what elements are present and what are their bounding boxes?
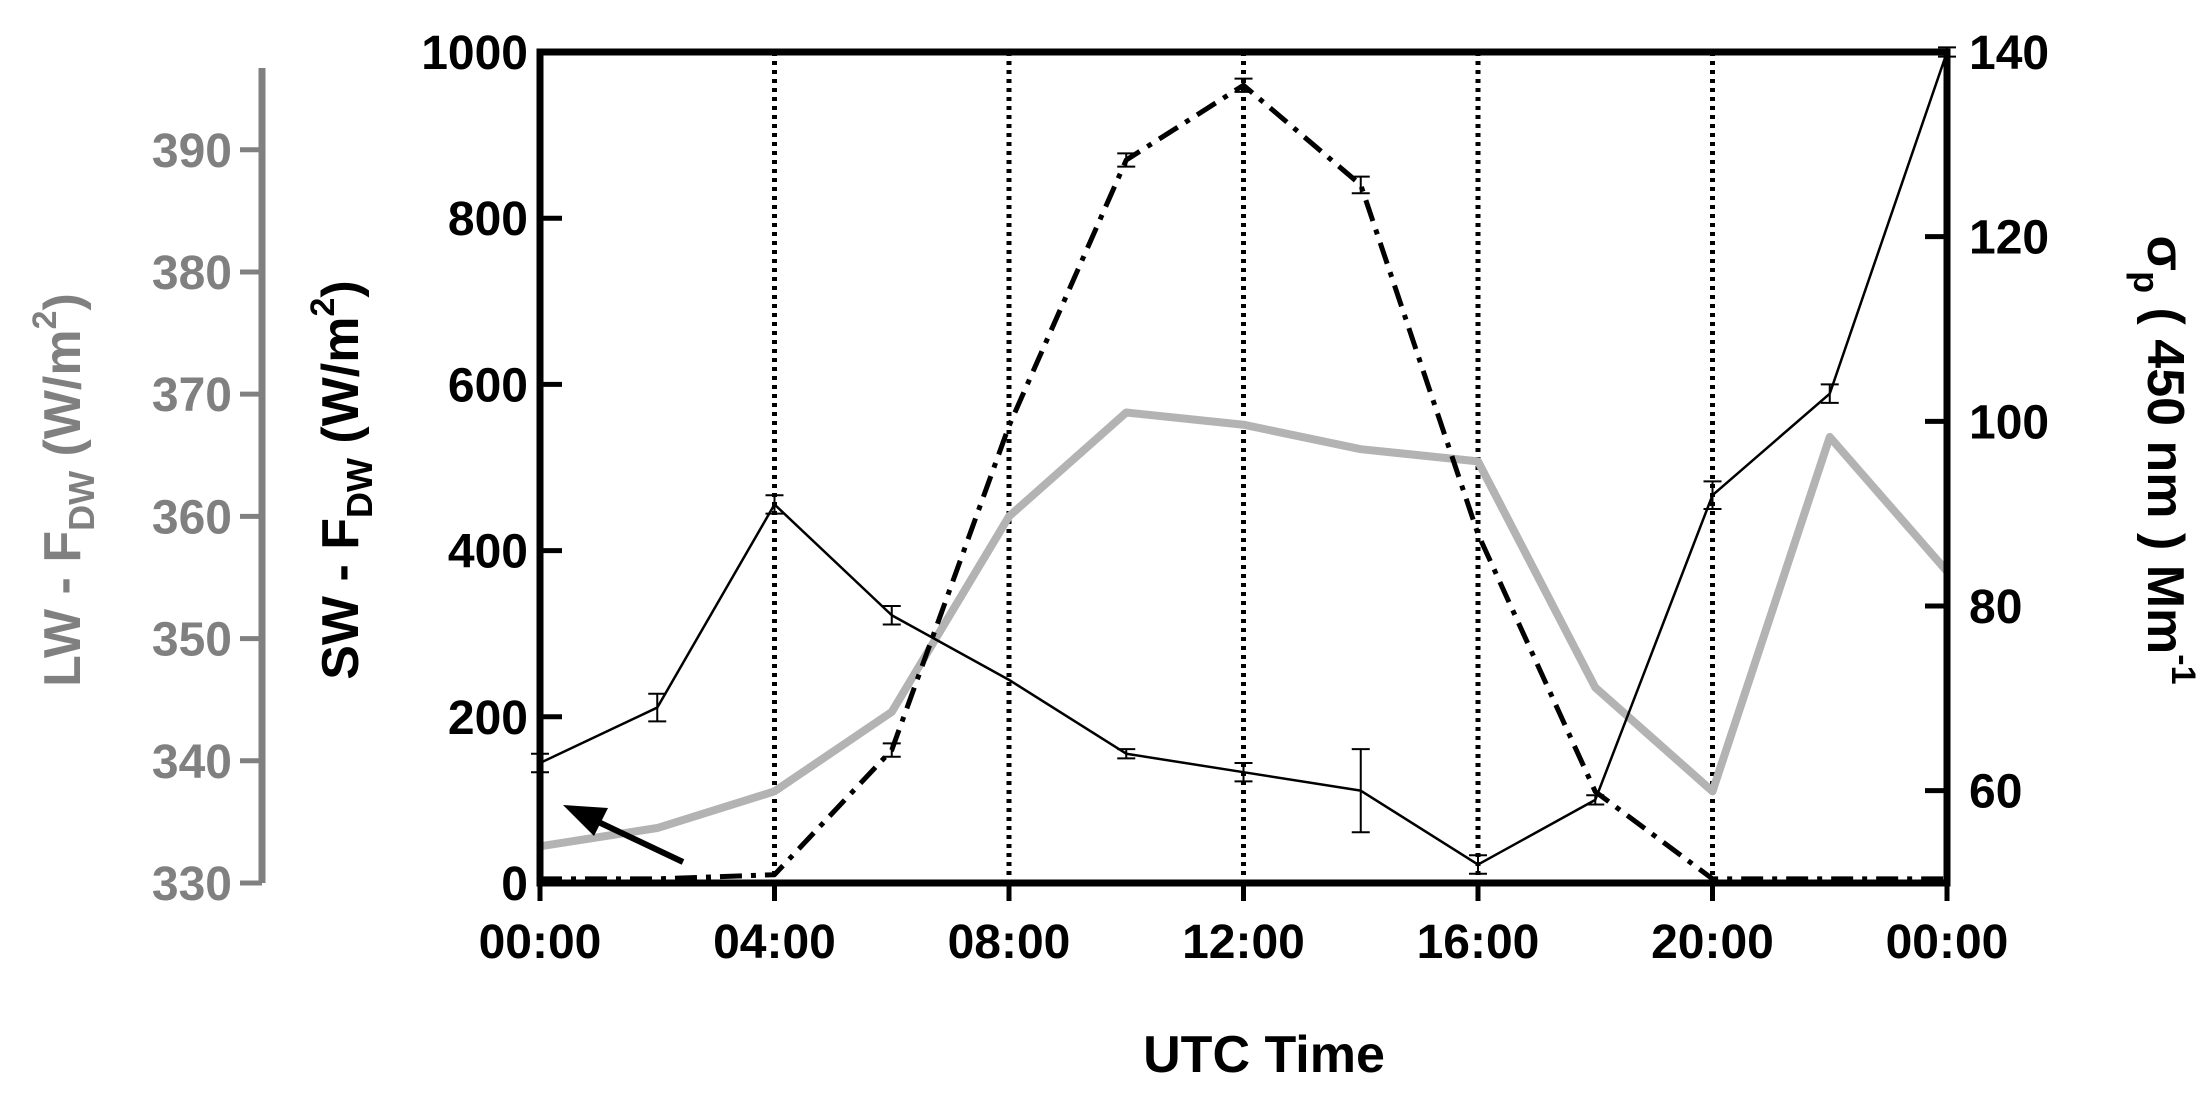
sw-tick-label: 1000 [421,27,528,80]
x-tick-label: 20:00 [1651,916,1774,969]
annotation-arrow [563,805,685,865]
x-tick-label: 16:00 [1417,916,1540,969]
lw-tick-label: 360 [152,491,232,544]
sigma-tick-label: 120 [1969,212,2049,265]
series-layer [531,46,1956,882]
sigma-axis-title: σp ( 450 nm ) Mm-1 [2126,236,2202,685]
series-sigma [531,46,1956,875]
lw-tick-label: 380 [152,247,232,300]
series-line-sw [540,82,1947,882]
vertical-gridlines [537,52,1950,883]
sw-tick-label: 800 [448,193,528,246]
lw-tick-label: 340 [152,736,232,789]
lw-tick-label: 370 [152,369,232,422]
x-tick-label: 00:00 [479,916,602,969]
sw-tick-label: 400 [448,526,528,579]
sw-tick-label: 200 [448,692,528,745]
sigma-tick-label: 80 [1969,581,2022,634]
sw-axis: 0 200 400 600 800 1000 [421,27,562,911]
series-sw [540,77,1947,882]
x-tick-label: 08:00 [948,916,1071,969]
x-axis-title: UTC Time [1143,1026,1385,1084]
x-axis: 00:00 04:00 08:00 12:00 16:00 20:00 00:00 [479,883,2009,969]
sigma-tick-label: 60 [1969,766,2022,819]
sw-axis-title: SW - FDW (W/m2) [304,280,380,680]
sw-tick-label: 600 [448,359,528,412]
sigma-axis: 60 80 100 120 140 [1925,27,2049,819]
series-lw [539,408,1951,851]
x-tick-label: 00:00 [1886,916,2009,969]
lw-tick-label: 330 [152,858,232,911]
lw-axis-title: LW - FDW (W/m2) [26,293,102,687]
lw-tick-label: 390 [152,125,232,178]
series-line-lw [539,408,1951,851]
lw-axis: 330 340 350 360 370 380 390 [152,68,266,911]
sigma-tick-label: 100 [1969,396,2049,449]
sw-tick-label: 0 [501,858,528,911]
x-tick-label: 12:00 [1182,916,1305,969]
x-tick-label: 04:00 [713,916,836,969]
lw-tick-label: 350 [152,614,232,667]
sigma-tick-label: 140 [1969,27,2049,80]
